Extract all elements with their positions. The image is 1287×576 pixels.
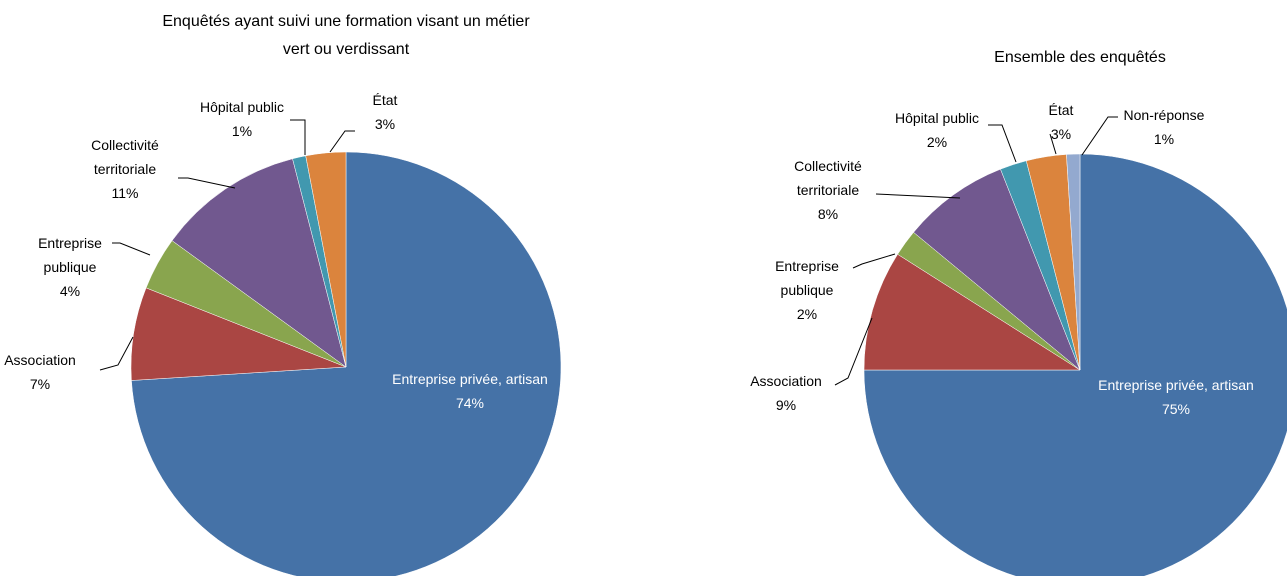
leader-line [329,130,355,153]
pie-slice [863,153,1287,576]
pie-slice [171,158,347,368]
slice-label: Entreprise publique 4% [20,231,120,303]
pie [130,151,562,576]
slice-name: Association [4,352,76,368]
slice-value: 1% [231,123,253,139]
slice-value: 7% [29,376,51,392]
pie-slice [1066,153,1081,371]
pie [863,153,1287,576]
slice-label: Hôpital public 2% [872,106,1002,154]
slice-label: Association 9% [736,369,836,417]
slice-label: Association 7% [0,348,90,396]
chart-title: Enquêtés ayant suivi une formation visan… [162,13,530,58]
leader-line [112,242,151,256]
slice-name: Non-réponse [1123,107,1205,123]
pie-slice [863,253,1081,371]
slice-name: Collectivité territoriale [91,137,159,177]
slice-value: 75% [1161,401,1191,417]
slice-name: Hôpital public [894,110,980,126]
slice-value: 8% [817,206,839,222]
slice-label: Non-réponse 1% [1109,103,1219,151]
slice-value: 74% [455,395,485,411]
slice-label: Hôpital public 1% [177,95,307,143]
slice-value: 3% [374,116,396,132]
slice-name: Hôpital public [199,99,285,115]
chart-title: Ensemble des enquêtés [994,49,1166,66]
slice-label: État 3% [1031,98,1091,146]
slice-name: Collectivité territoriale [794,158,862,198]
leader-line [99,336,134,371]
slice-label: Entreprise privée, artisan 75% [1096,373,1256,421]
slice-value: 11% [111,185,139,201]
slice-value: 2% [796,306,818,322]
slice-label: Collectivité territoriale 11% [70,133,180,205]
slice-value: 4% [59,283,81,299]
leader-line [875,193,961,199]
slice-name: État [372,92,398,108]
slice-label: État 3% [355,88,415,136]
leader-line [290,119,306,155]
slice-label: Entreprise publique 2% [757,254,857,326]
slice-name: Association [750,373,822,389]
pie-slice [913,168,1081,371]
leader-line [1049,133,1057,155]
slice-name: État [1048,102,1074,118]
leader-lines [99,116,1118,386]
slice-value: 9% [775,397,797,413]
slice-label: Collectivité territoriale 8% [773,154,883,226]
slice-value: 2% [926,134,948,150]
slice-name: Entreprise privée, artisan [392,371,548,387]
leader-line [178,177,236,189]
leader-line [834,317,873,386]
slice-name: Entreprise privée, artisan [1098,377,1254,393]
leader-line [988,124,1017,163]
slice-name: Entreprise publique [38,235,102,275]
slice-name: Entreprise publique [775,258,839,298]
slice-value: 3% [1050,126,1072,142]
leader-line [1081,116,1118,156]
slice-value: 1% [1153,131,1175,147]
pie-slice [305,151,347,368]
slice-label: Entreprise privée, artisan 74% [390,367,550,415]
leader-line [852,253,896,269]
